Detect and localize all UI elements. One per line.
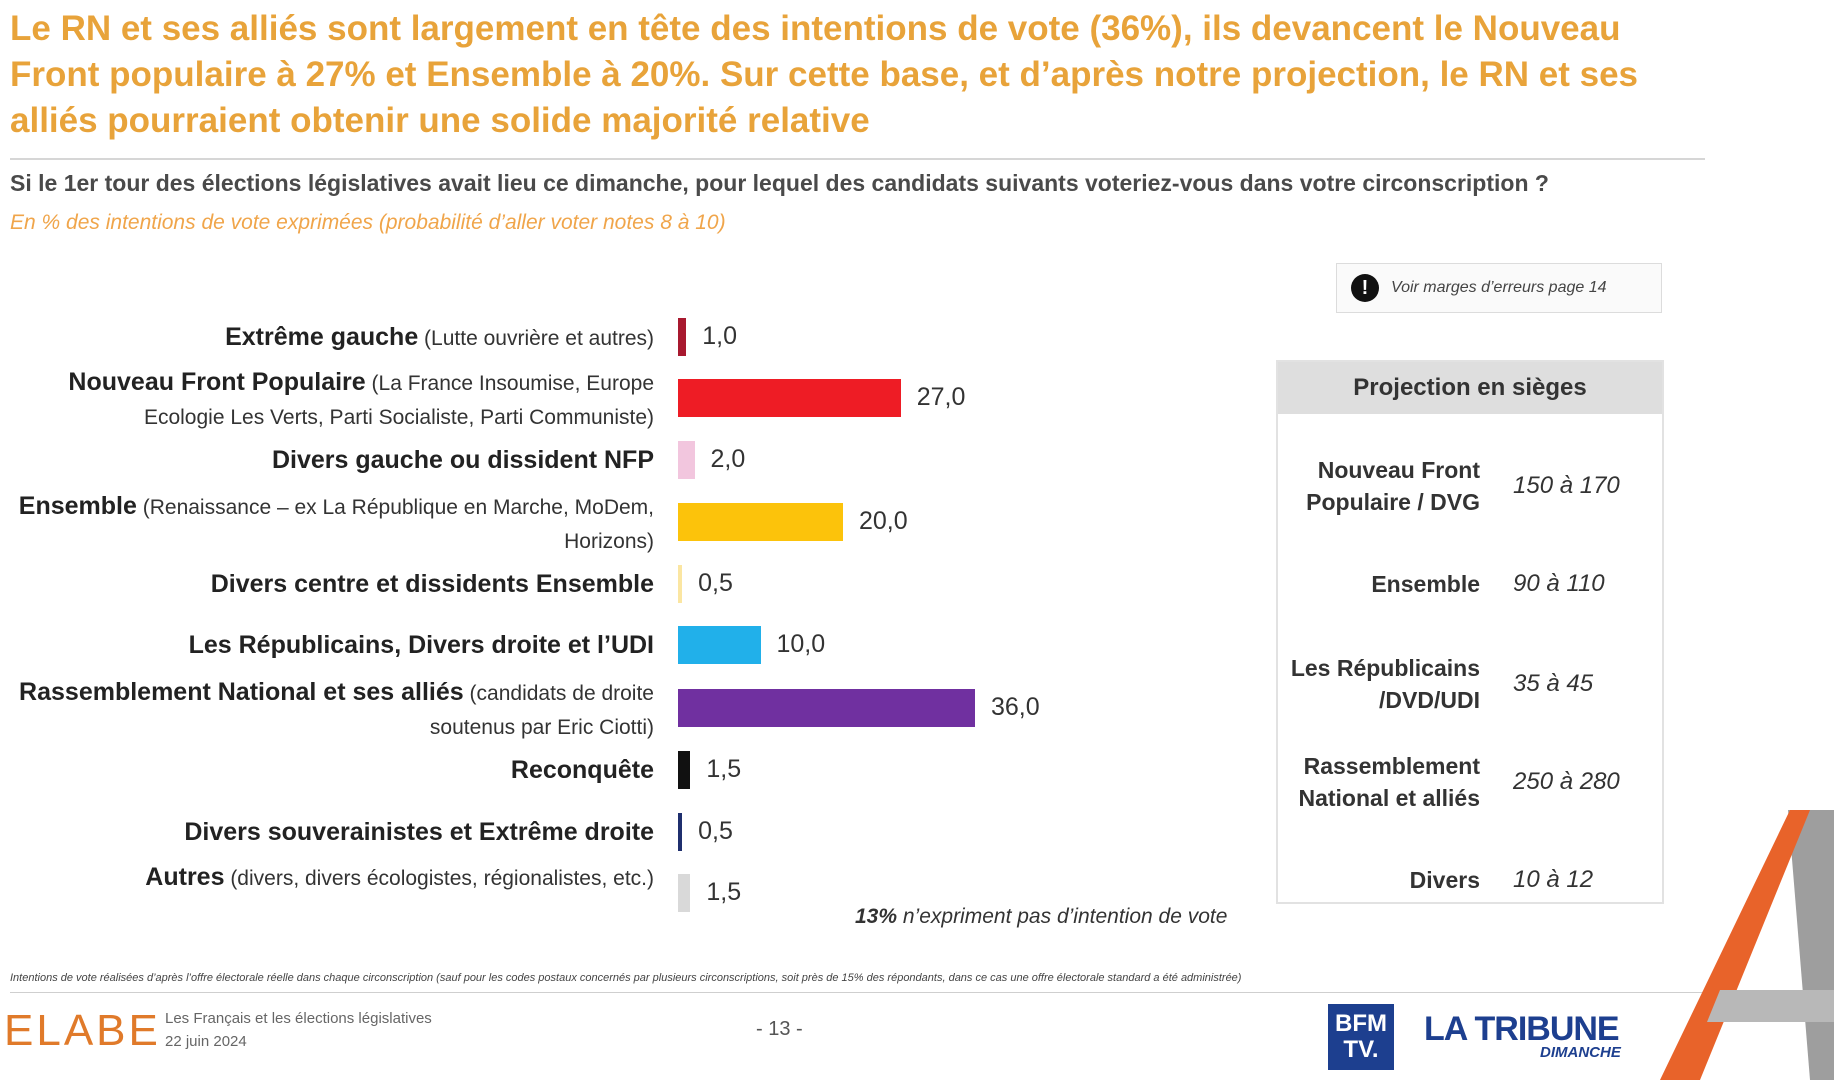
projection-row: Divers 10 à 12 bbox=[1278, 848, 1662, 912]
projection-party: Rassemblement National et alliés bbox=[1298, 753, 1480, 811]
bar-label: Ensemble (Renaissance – ex La République… bbox=[18, 492, 654, 553]
projection-row: Les Républicains /DVD/UDI 35 à 45 bbox=[1278, 652, 1662, 716]
error-margin-note: ! Voir marges d’erreurs page 14 bbox=[1336, 263, 1662, 313]
footer-divider bbox=[10, 992, 1705, 993]
bar-label: Rassemblement National et ses alliés (ca… bbox=[19, 678, 654, 739]
bar bbox=[678, 689, 975, 727]
projection-title: Projection en sièges bbox=[1278, 362, 1662, 414]
projection-range: 150 à 170 bbox=[1513, 472, 1620, 499]
survey-question: Si le 1er tour des élections législative… bbox=[10, 170, 1549, 196]
bar-label: Divers centre et dissidents Ensemble bbox=[210, 570, 654, 598]
projection-party: Nouveau Front Populaire / DVG bbox=[1306, 457, 1480, 515]
la-tribune-subtitle: DIMANCHE bbox=[1540, 1044, 1621, 1061]
bar-value: 2,0 bbox=[710, 445, 746, 473]
projection-row: Rassemblement National et alliés 250 à 2… bbox=[1278, 750, 1662, 814]
no-intention-annotation: 13% n’expriment pas d’intention de vote bbox=[855, 905, 1228, 928]
bar-label: Extrême gauche (Lutte ouvrière et autres… bbox=[225, 323, 654, 351]
bar-label: Divers souverainistes et Extrême droite bbox=[184, 818, 654, 846]
projection-row: Ensemble 90 à 110 bbox=[1278, 552, 1662, 616]
bfmtv-logo: BFM TV. bbox=[1328, 1004, 1394, 1070]
seat-projection-table: Projection en sièges Nouveau Front Popul… bbox=[1276, 360, 1664, 904]
bar-label: Reconquête bbox=[510, 756, 654, 784]
bar bbox=[678, 503, 843, 541]
methodology-note: Intentions de vote réalisées d’après l’o… bbox=[10, 972, 1242, 984]
header-divider bbox=[10, 158, 1705, 160]
projection-range: 250 à 280 bbox=[1513, 768, 1620, 795]
bar bbox=[678, 379, 901, 417]
bar-value: 10,0 bbox=[776, 630, 826, 658]
la-tribune-logo: LA TRIBUNE bbox=[1424, 1010, 1620, 1048]
brand-corner-logo bbox=[1660, 810, 1834, 1080]
bar-label: Autres (divers, divers écologistes, régi… bbox=[145, 863, 654, 891]
bar-value: 1,0 bbox=[702, 322, 738, 350]
bar-value: 0,5 bbox=[698, 817, 733, 845]
bar-label: Les Républicains, Divers droite et l’UDI bbox=[188, 631, 654, 659]
bar-value: 20,0 bbox=[859, 507, 908, 535]
bar bbox=[678, 441, 695, 479]
error-margin-text: Voir marges d’erreurs page 14 bbox=[1391, 279, 1607, 296]
bar-value: 36,0 bbox=[991, 693, 1040, 721]
info-icon: ! bbox=[1351, 274, 1379, 302]
study-title: Les Français et les élections législativ… bbox=[165, 1010, 432, 1027]
bar-label: Divers gauche ou dissident NFP bbox=[271, 446, 654, 474]
projection-range: 90 à 110 bbox=[1513, 570, 1605, 597]
bar-value: 0,5 bbox=[698, 569, 733, 597]
bar-value: 27,0 bbox=[916, 383, 966, 411]
bar-value: 1,5 bbox=[706, 878, 742, 906]
bar bbox=[678, 874, 691, 912]
elabe-logo: ELABE bbox=[4, 1006, 161, 1055]
bar bbox=[678, 813, 683, 851]
projection-party: Divers bbox=[1409, 867, 1480, 893]
projection-row: Nouveau Front Populaire / DVG 150 à 170 bbox=[1278, 454, 1662, 518]
projection-party: Ensemble bbox=[1371, 571, 1480, 597]
projection-range: 35 à 45 bbox=[1513, 670, 1594, 697]
chart-subtitle: En % des intentions de vote exprimées (p… bbox=[10, 211, 726, 234]
bar bbox=[678, 626, 761, 664]
bar-value: 1,5 bbox=[706, 755, 742, 783]
headline: Le RN et ses alliés sont largement en tê… bbox=[10, 9, 1639, 140]
page-number: - 13 - bbox=[756, 1018, 803, 1040]
bar bbox=[678, 565, 683, 603]
bar bbox=[678, 318, 687, 356]
projection-range: 10 à 12 bbox=[1513, 866, 1594, 893]
bar-label: Nouveau Front Populaire (La France Insou… bbox=[68, 368, 654, 429]
bar bbox=[678, 751, 691, 789]
projection-party: Les Républicains /DVD/UDI bbox=[1290, 655, 1480, 713]
study-date: 22 juin 2024 bbox=[165, 1033, 247, 1050]
